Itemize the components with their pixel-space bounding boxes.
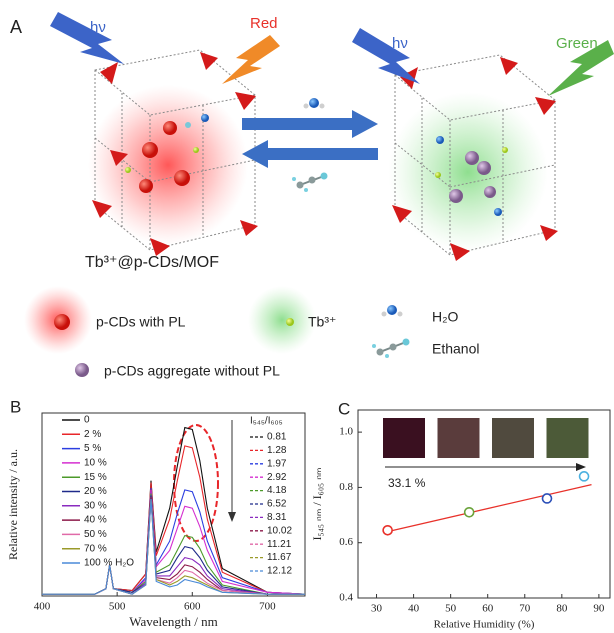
- color-swatch: [437, 418, 480, 458]
- legend-glow: [248, 286, 316, 354]
- legend-icon: [381, 305, 403, 317]
- trend-arrowhead: [228, 512, 236, 522]
- x-tick-label: 600: [184, 601, 201, 613]
- water-icon: [303, 98, 325, 109]
- arrow-right: [242, 110, 378, 138]
- ratio-label: 11.67: [267, 552, 292, 563]
- spectrum-line: [42, 426, 306, 595]
- emission-bolt: [222, 35, 280, 84]
- mof-cube-left: [88, 49, 258, 256]
- ratio-label: 0.81: [267, 432, 287, 443]
- plot-frame: [41, 412, 306, 597]
- ratio-label: 8.31: [267, 512, 287, 523]
- x-axis-label: Wavelength / nm: [129, 614, 218, 629]
- legend-text: Ethanol: [432, 341, 479, 357]
- y-tick-label: 0.8: [339, 481, 353, 493]
- data-point: [578, 471, 590, 482]
- x-tick-label: 50: [445, 603, 457, 615]
- color-swatch: [492, 418, 534, 458]
- legend-label: 30 %: [84, 500, 107, 511]
- spectrum-line: [42, 497, 305, 595]
- x-axis-label: Relative Humidity (%): [434, 619, 535, 631]
- mof-cube-right: [388, 54, 558, 261]
- spectrum-line: [42, 493, 305, 595]
- x-tick-label: 60: [482, 603, 494, 615]
- annotation: 33.1 %: [388, 476, 426, 490]
- spectrum-line: [42, 487, 306, 595]
- panel-label: B: [10, 397, 21, 416]
- ratio-label: 10.02: [267, 525, 292, 536]
- x-tick-label: 30: [371, 603, 383, 615]
- y-tick-label: 0.6: [339, 536, 353, 548]
- panel-label: A: [10, 17, 22, 37]
- legend-label: 40 %: [84, 515, 107, 526]
- x-tick-label: 80: [556, 603, 568, 615]
- emission-label: Green: [556, 35, 598, 52]
- ratio-header: I₅₄₅/I₆₀₅: [250, 416, 283, 427]
- legend-label: 15 %: [84, 472, 107, 483]
- legend-text: Tb³⁺: [308, 314, 336, 330]
- light-label: hν: [90, 19, 106, 36]
- x-tick-label: 40: [408, 603, 420, 615]
- x-tick-label: 500: [109, 601, 126, 613]
- emission-label: Red: [250, 15, 278, 32]
- y-tick-label: 1.0: [339, 426, 353, 438]
- legend-label: 20 %: [84, 486, 107, 497]
- plot-frame: [357, 409, 611, 599]
- y-axis-label: Relative intensity / a.u.: [6, 449, 20, 560]
- legend-label: 50 %: [84, 529, 107, 540]
- legend-icon: [286, 318, 294, 326]
- legend-label: 100 % H₂O: [84, 558, 134, 569]
- legend-label: 10 %: [84, 458, 107, 469]
- ratio-label: 1.97: [267, 458, 287, 469]
- legend-icon: [54, 314, 70, 330]
- spectrum-line: [42, 497, 305, 595]
- legend-text: H₂O: [432, 309, 459, 325]
- color-swatch: [546, 418, 589, 458]
- legend-label: 5 %: [84, 443, 101, 454]
- y-tick-label: 0.4: [339, 592, 353, 604]
- spectrum-line: [42, 498, 305, 595]
- panel-a: A: [10, 12, 614, 379]
- x-tick-label: 700: [259, 601, 276, 613]
- spectrum-line: [42, 489, 306, 595]
- fit-line: [383, 483, 592, 534]
- x-tick-label: 400: [34, 601, 51, 613]
- data-point: [463, 506, 475, 518]
- light-bolt: [352, 28, 420, 84]
- ratio-label: 2.92: [267, 472, 287, 483]
- spectrum-line: [42, 498, 305, 595]
- legend-label: 0: [84, 415, 90, 426]
- composite-label: Tb³⁺@p-CDs/MOF: [85, 254, 219, 271]
- legend-icon: [372, 338, 410, 358]
- x-tick-label: 70: [519, 603, 531, 615]
- ratio-label: 6.52: [267, 499, 287, 510]
- color-swatch: [383, 418, 425, 458]
- ethanol-icon: [292, 172, 328, 192]
- x-tick-label: 90: [593, 603, 605, 615]
- light-bolt: [50, 12, 124, 64]
- legend-text: p-CDs aggregate without PL: [104, 363, 280, 379]
- annotation-arrowhead: [576, 463, 586, 471]
- data-point: [382, 524, 393, 536]
- ratio-label: 12.12: [267, 566, 292, 577]
- ratio-label: 1.28: [267, 445, 287, 456]
- legend-text: p-CDs with PL: [96, 314, 186, 330]
- emission-bolt: [548, 40, 614, 96]
- legend-label: 70 %: [84, 543, 107, 554]
- ratio-label: 11.21: [267, 539, 292, 550]
- ratio-label: 4.18: [267, 485, 287, 496]
- panel-label: C: [338, 399, 350, 418]
- data-point: [541, 493, 553, 504]
- spectrum-line: [42, 495, 305, 595]
- legend-icon: [75, 363, 89, 377]
- light-label: hν: [392, 35, 408, 52]
- y-axis-label: I₅₄₅ ₙₘ / I₆₀₅ ₙₘ: [310, 468, 324, 541]
- legend-label: 2 %: [84, 429, 101, 440]
- arrow-left: [242, 140, 378, 168]
